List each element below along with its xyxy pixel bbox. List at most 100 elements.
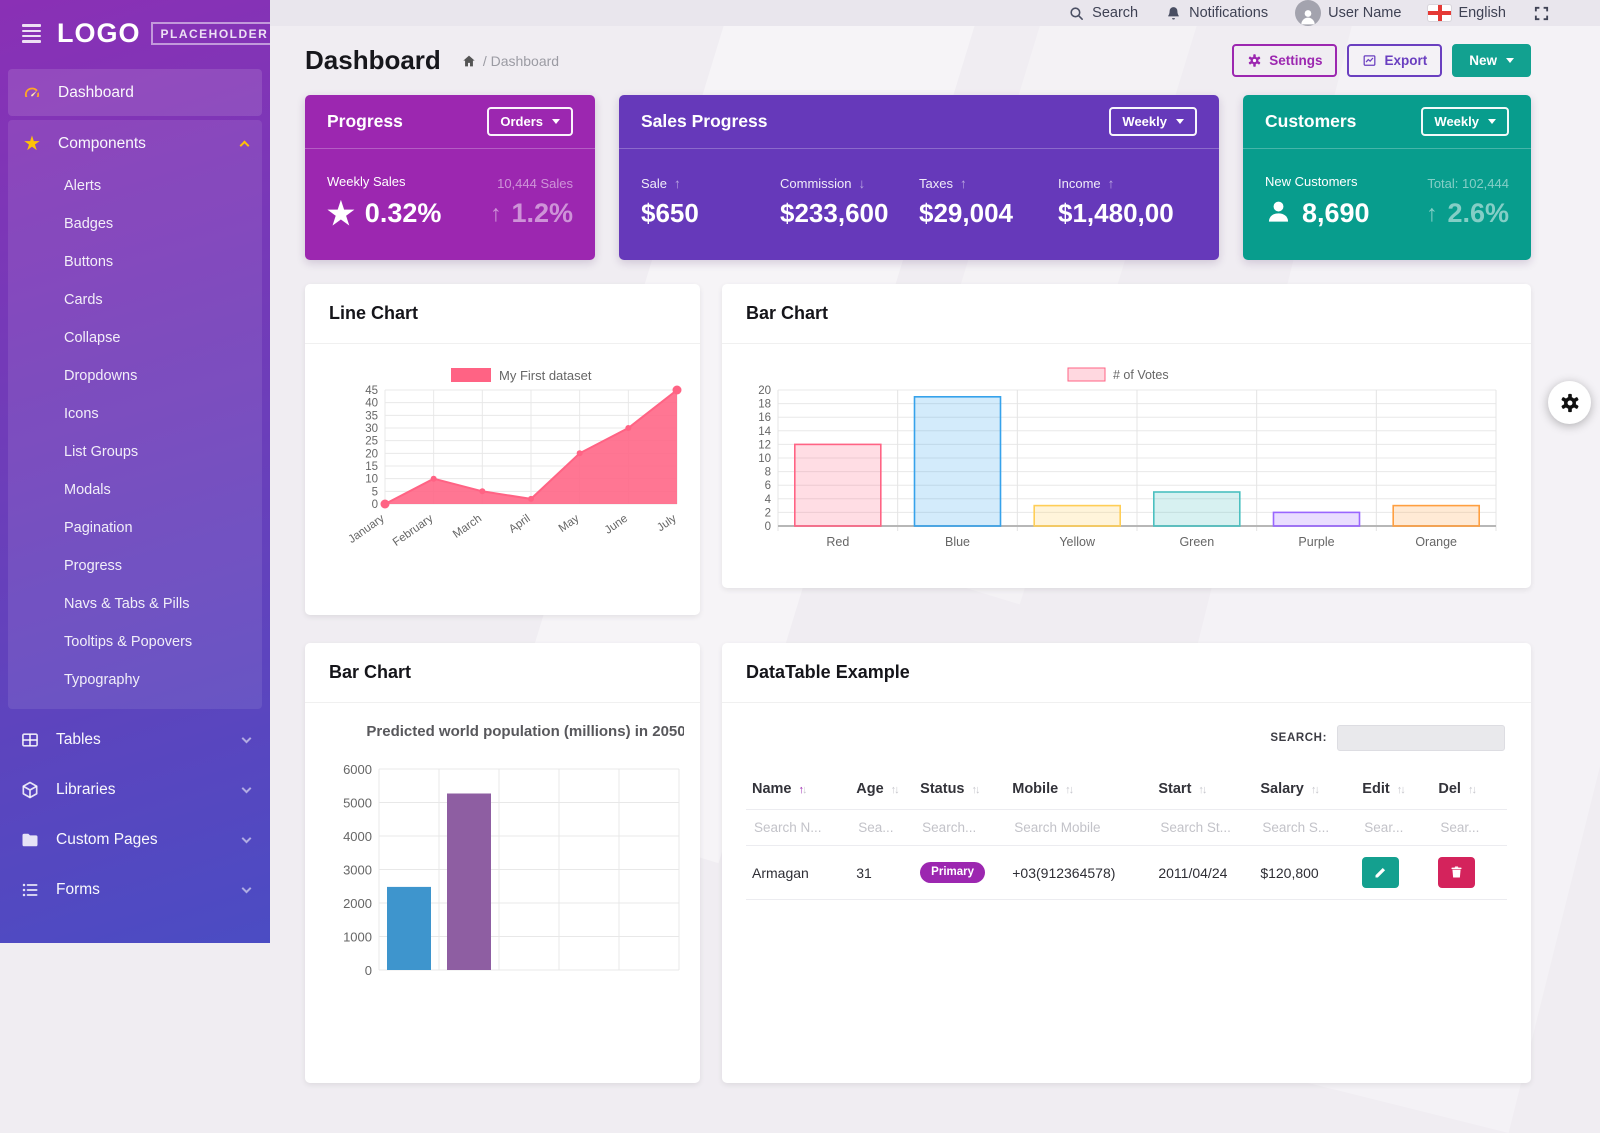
arrow-up-icon: ↑ [489, 200, 502, 226]
legend-swatch [451, 368, 491, 382]
sort-arrows-icon: ↑↓ [1198, 784, 1207, 796]
filter-input-status[interactable] [920, 819, 998, 836]
column-header-mobile[interactable]: Mobile ↑↓ [1012, 781, 1074, 797]
export-button[interactable]: Export [1347, 44, 1443, 77]
orders-dropdown[interactable]: Orders [487, 107, 573, 136]
edit-row-button[interactable] [1362, 857, 1400, 888]
sidebar-group-components: ★ Components Alerts Badges Buttons Cards Colla… [8, 120, 262, 709]
sales-metrics: Sale ↑ $650 Commission ↓ $233,600 Taxes ↑ $29,00… [619, 149, 1219, 260]
votes-chart-card-title: Bar Chart [722, 284, 1531, 344]
svg-text:8: 8 [765, 467, 771, 479]
sales-metric-sale: Sale ↑ $650 [641, 176, 780, 226]
customers-weekly-dropdown[interactable]: Weekly [1421, 107, 1509, 136]
svg-text:March: March [451, 513, 484, 541]
arrow-up-icon: ↑ [1107, 175, 1115, 191]
sidebar-item-pagination[interactable]: Pagination [64, 520, 133, 536]
sales-metric-commission: Commission ↓ $233,600 [780, 176, 919, 226]
sidebar-item-collapse[interactable]: Collapse [64, 330, 121, 346]
column-header-start[interactable]: Start ↑↓ [1158, 781, 1207, 797]
sales-weekly-dropdown[interactable]: Weekly [1109, 107, 1197, 136]
sidebar-item-buttons[interactable]: Buttons [64, 254, 114, 270]
sidebar-item-cards[interactable]: Cards [64, 292, 103, 308]
svg-text:20: 20 [365, 448, 378, 460]
sidebar-item-alerts[interactable]: Alerts [64, 178, 102, 194]
trash-icon [1451, 866, 1462, 878]
svg-text:35: 35 [365, 410, 378, 422]
settings-fab[interactable] [1548, 381, 1591, 424]
customers-card: Customers Weekly New Customers 8,690 Tot… [1243, 95, 1531, 260]
status-badge: Primary [920, 862, 986, 883]
filter-input-name[interactable] [752, 819, 841, 836]
sidebar-item-custom-pages[interactable]: Custom Pages [0, 815, 270, 865]
customers-card-title: Customers [1265, 111, 1357, 131]
table-search-row: SEARCH: [746, 703, 1507, 769]
total-sales-label: 10,444 Sales [497, 176, 573, 191]
settings-button[interactable]: Settings [1232, 44, 1338, 77]
table-search-input[interactable] [1337, 725, 1505, 751]
filter-input-mobile[interactable] [1012, 819, 1141, 836]
user-menu[interactable]: User Name [1295, 0, 1401, 26]
notifications-button[interactable]: Notifications [1165, 5, 1268, 22]
svg-text:4: 4 [765, 494, 772, 506]
filter-input-age[interactable] [856, 819, 907, 836]
svg-text:10: 10 [365, 474, 378, 486]
pencil-icon [1375, 867, 1386, 878]
new-button[interactable]: New [1452, 44, 1531, 77]
logo-text: LOGO [57, 18, 141, 48]
filter-input-edit[interactable] [1362, 819, 1424, 836]
column-header-age[interactable]: Age ↑↓ [856, 781, 899, 797]
sidebar-item-list-groups[interactable]: List Groups [64, 444, 139, 460]
gear-icon [1561, 393, 1578, 412]
logo[interactable]: LOGO PLACEHOLDER [57, 18, 270, 49]
sidebar-item-modals[interactable]: Modals [64, 482, 111, 498]
svg-text:15: 15 [365, 461, 378, 473]
legend-label: My First dataset [499, 368, 592, 383]
filter-input-start[interactable] [1158, 819, 1245, 836]
sidebar-item-progress[interactable]: Progress [64, 558, 123, 574]
svg-text:12: 12 [758, 439, 771, 451]
filter-input-salary[interactable] [1260, 819, 1347, 836]
sidebar-item-navs-tabs-pills[interactable]: Navs & Tabs & Pills [64, 596, 190, 612]
column-header-del[interactable]: Del ↑↓ [1438, 781, 1476, 797]
fullscreen-button[interactable] [1533, 5, 1550, 22]
data-table: Name ↑↓ Age ↑↓ Status ↑↓ Mobile ↑↓ Start ↑↓ Salary… [746, 769, 1507, 900]
sidebar-item-libraries[interactable]: Libraries [0, 765, 270, 815]
sales-metric-value: $650 [641, 197, 699, 228]
sidebar-item-tooltips-popovers[interactable]: Tooltips & Popovers [64, 634, 193, 650]
sidebar-item-dashboard[interactable]: Dashboard [8, 69, 262, 116]
chart-icon [1364, 55, 1376, 66]
delete-row-button[interactable] [1438, 857, 1476, 888]
column-header-status[interactable]: Status ↑↓ [920, 781, 980, 797]
votes-bar-chart-card: Bar Chart # of Votes 0 2 4 6 8 10 12 14 16 18 20 Red… [722, 284, 1531, 588]
arrow-up-icon: ↑ [674, 175, 681, 191]
sidebar-item-tables[interactable]: Tables [0, 715, 270, 765]
column-header-edit[interactable]: Edit ↑↓ [1362, 781, 1405, 797]
search-label: Search [1092, 5, 1139, 21]
bell-icon [1168, 6, 1179, 20]
sidebar-submenu: Alerts Badges Buttons Cards Collapse Dropdown… [8, 167, 262, 699]
language-menu[interactable]: English [1428, 5, 1506, 21]
sidebar-item-label: Tables [56, 731, 101, 748]
svg-text:Blue: Blue [945, 535, 970, 549]
svg-text:16: 16 [758, 412, 771, 424]
menu-toggle-icon[interactable] [20, 22, 43, 45]
sidebar-item-badges[interactable]: Badges [64, 216, 114, 232]
sidebar-item-components[interactable]: ★ Components [8, 120, 262, 167]
filter-input-del[interactable] [1438, 819, 1499, 836]
svg-text:40: 40 [365, 398, 378, 410]
svg-text:May: May [557, 512, 582, 534]
column-header-name[interactable]: Name ↑↓ [752, 781, 807, 797]
population-chart-card: Bar Chart Predicted world population (mi… [305, 643, 700, 1083]
sidebar-item-typography[interactable]: Typography [64, 672, 140, 688]
arrow-up-icon: ↑ [1425, 200, 1438, 226]
svg-text:June: June [603, 513, 630, 537]
sidebar-item-dropdowns[interactable]: Dropdowns [64, 368, 138, 384]
chevron-down-icon [241, 883, 252, 894]
weekly-sales-value: 0.32% [364, 198, 442, 228]
sidebar-item-icons[interactable]: Icons [64, 406, 99, 422]
column-header-salary[interactable]: Salary ↑↓ [1260, 781, 1319, 797]
sidebar-item-forms[interactable]: Forms [0, 865, 270, 915]
search-button[interactable]: Search [1068, 5, 1138, 22]
home-icon[interactable] [461, 53, 477, 69]
